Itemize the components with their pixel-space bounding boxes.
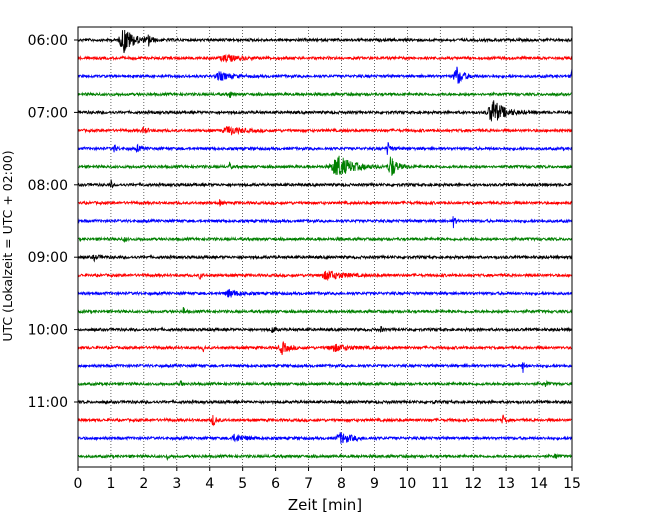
seismogram-trace [77,179,573,189]
x-tick-label: 0 [74,476,83,492]
y-tick-label: 08:00 [28,178,68,194]
seismogram-trace [77,254,573,263]
x-axis-ticks: 0 1 2 3 4 5 6 7 8 9 10 11 12 13 14 15 [74,467,581,492]
seismogram-trace [77,453,573,462]
seismogram-trace [77,326,573,334]
seismogram-trace [77,362,573,373]
seismogram-traces [77,29,573,462]
seismogram-trace [77,379,573,388]
seismogram-trace [77,414,573,427]
x-tick-label: 1 [106,476,115,492]
y-axis-label: UTC (Lokalzeit = UTC + 02:00) [0,150,15,341]
y-tick-label: 10:00 [28,323,68,339]
x-tick-label: 5 [238,476,247,492]
x-tick-label: 15 [563,476,581,492]
seismogram-trace [77,306,573,315]
seismogram-trace [77,199,573,207]
x-tick-label: 4 [205,476,214,492]
y-tick-label: 11:00 [28,395,68,411]
x-tick-label: 9 [370,476,379,492]
y-tick-label: 06:00 [28,33,68,49]
x-tick-label: 3 [172,476,181,492]
x-tick-label: 2 [139,476,148,492]
seismogram-trace [77,270,573,281]
seismogram-trace [77,91,573,98]
x-tick-label: 12 [464,476,482,492]
plot-frame [77,26,573,468]
seismogram-trace [77,100,573,122]
x-grid-lines [110,27,540,467]
x-tick-label: 13 [497,476,515,492]
y-tick-label: 07:00 [28,105,68,121]
seismogram-trace [77,216,573,229]
y-axis-ticks: 06:00 07:00 08:00 09:00 10:00 11:00 [28,33,78,411]
x-tick-label: 8 [337,476,346,492]
x-tick-label: 10 [398,476,416,492]
y-tick-label: 09:00 [28,250,68,266]
seismogram-trace [77,53,573,63]
seismogram-trace [77,155,573,176]
seismogram-trace [77,126,573,136]
x-axis-label: Zeit [min] [288,496,362,514]
x-tick-label: 14 [530,476,548,492]
seismogram-trace [77,340,573,355]
seismogram-trace [77,142,573,155]
seismogram-trace [77,432,573,444]
seismogram-trace [77,235,573,243]
x-tick-label: 7 [304,476,313,492]
x-tick-label: 6 [271,476,280,492]
seismogram-trace [77,29,573,54]
seismogram-trace [77,288,573,298]
seismogram-trace [77,66,573,84]
x-tick-label: 11 [431,476,449,492]
seismogram-trace [77,398,573,406]
